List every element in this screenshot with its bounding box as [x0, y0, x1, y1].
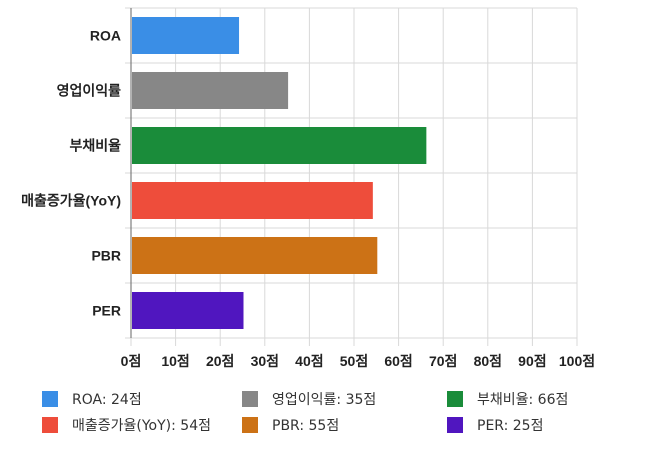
legend-swatch-1: [242, 391, 258, 407]
x-tick-labels: 0점 10점 20점 30점 40점 50점 60점 70점 80점 90점 100점: [121, 353, 595, 369]
category-label-4: PBR: [91, 248, 121, 264]
x-tick-label-0: 0점: [121, 353, 142, 369]
bar-5: [132, 292, 244, 329]
x-tick-label-9: 90점: [518, 353, 546, 369]
bar-0: [132, 17, 240, 54]
legend-swatch-0: [42, 391, 58, 407]
legend-swatch-3: [42, 417, 58, 433]
legend-swatch-5: [447, 417, 463, 433]
x-tick-label-1: 10점: [161, 353, 189, 369]
bar-1: [132, 72, 289, 109]
legend-swatch-2: [447, 391, 463, 407]
x-tick-label-3: 30점: [251, 353, 279, 369]
bar-4: [132, 237, 378, 274]
category-label-2: 부채비율: [69, 138, 121, 154]
legend-item-3: 매출증가율(YoY): 54점: [42, 416, 242, 434]
bar-3: [132, 182, 373, 219]
x-tick-label-10: 100점: [559, 353, 595, 369]
legend-label-5: PER: 25점: [477, 418, 544, 434]
x-tick-label-8: 80점: [474, 353, 502, 369]
x-tick-label-4: 40점: [295, 353, 323, 369]
legend-label-0: ROA: 24점: [72, 392, 142, 408]
legend-item-5: PER: 25점: [447, 416, 642, 434]
legend-label-2: 부채비율: 66점: [477, 392, 569, 408]
x-tick-label-7: 70점: [429, 353, 457, 369]
legend-item-1: 영업이익률: 35점: [242, 390, 447, 408]
category-label-3: 매출증가율(YoY): [21, 193, 121, 209]
legend-label-1: 영업이익률: 35점: [272, 392, 377, 408]
legend-item-2: 부채비율: 66점: [447, 390, 642, 408]
legend-swatch-4: [242, 417, 258, 433]
legend-label-3: 매출증가율(YoY): 54점: [72, 418, 211, 434]
x-tick-label-2: 20점: [206, 353, 234, 369]
category-label-1: 영업이익률: [57, 83, 122, 99]
x-tick-label-5: 50점: [340, 353, 368, 369]
category-label-5: PER: [92, 303, 121, 319]
legend-item-0: ROA: 24점: [42, 390, 242, 408]
grid-lines: [125, 7, 578, 346]
bars: [132, 17, 427, 329]
legend-label-4: PBR: 55점: [272, 418, 340, 434]
bar-2: [132, 127, 427, 164]
x-tick-label-6: 60점: [384, 353, 412, 369]
category-label-0: ROA: [90, 28, 121, 44]
legend-item-4: PBR: 55점: [242, 416, 447, 434]
